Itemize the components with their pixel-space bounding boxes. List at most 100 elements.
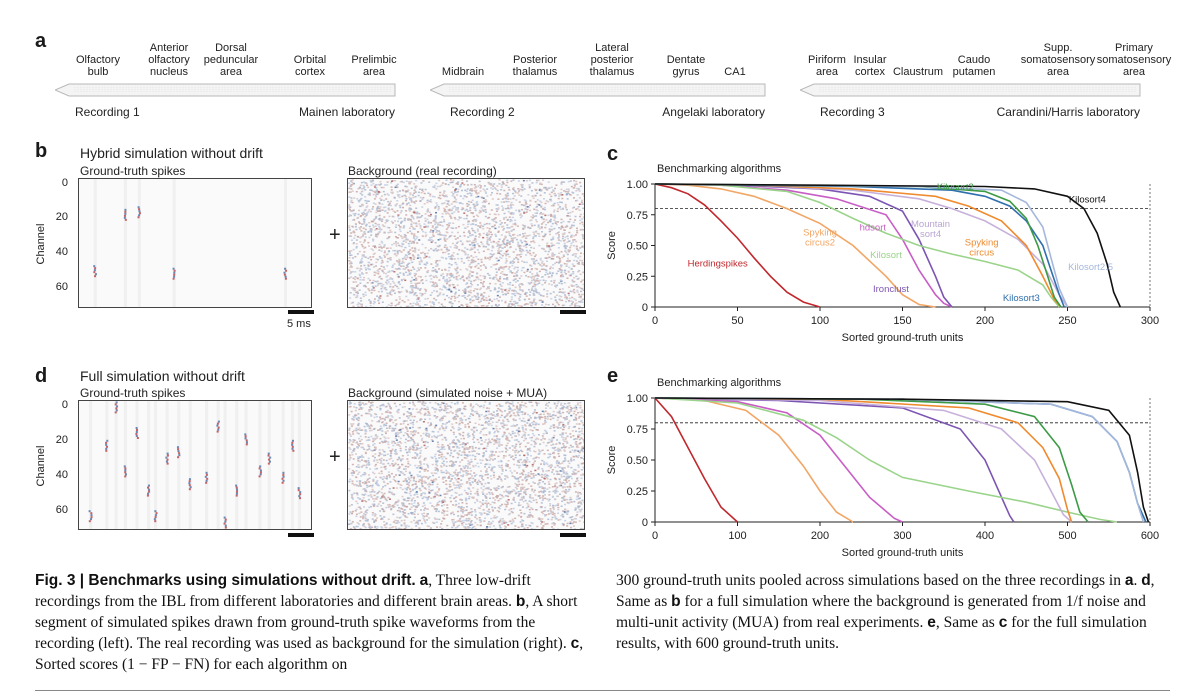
- timeline-arrow-2: [430, 83, 766, 97]
- chart-xtick-label: 200: [976, 315, 994, 327]
- series-line-spyking-circus: [654, 183, 1062, 308]
- laboratory-label-3: Carandini/Harris laboratory: [996, 105, 1140, 119]
- panel-b-ytick-0: 0: [62, 177, 68, 189]
- caption-bold-1: a: [419, 572, 429, 589]
- panel-b-groundtruth-spikes-image: [78, 178, 312, 308]
- recording-label-1: Recording 1: [75, 105, 140, 119]
- series-label-kilosort3: Kilosort3: [1003, 293, 1040, 304]
- bottom-rule: [35, 690, 1170, 691]
- chart-title: Benchmarking algorithms: [657, 163, 782, 175]
- series-line-ironclust: [654, 397, 1015, 523]
- panel-d-scalebar-right: [560, 533, 586, 537]
- series-label-spyking-circus2: Spyking circus2: [803, 228, 837, 249]
- timeline-arrow-1: [55, 83, 396, 97]
- chart-xtick-label: 400: [976, 530, 994, 542]
- chart-xtick-label: 100: [728, 530, 746, 542]
- chart-ytick-label: 0: [642, 302, 648, 314]
- series-label-herdingspikes: Herdingspikes: [688, 258, 748, 269]
- caption-bold-3: b: [671, 593, 681, 610]
- chart-xtick-label: 250: [1058, 315, 1076, 327]
- panel-a-label: a: [35, 30, 47, 52]
- chart-xtick-label: 50: [731, 315, 743, 327]
- caption-bold-3: c: [570, 635, 580, 652]
- chart-xtick-label: 300: [893, 530, 911, 542]
- brain-area-3-3: Claustrum: [892, 66, 944, 78]
- chart-ytick-label: 1.00: [627, 393, 648, 405]
- brain-area-2-3: Lateral posterior thalamus: [589, 42, 635, 78]
- caption-left: Fig. 3 | Benchmarks using simulations wi…: [35, 570, 595, 675]
- brain-area-2-4: Dentate gyrus: [666, 54, 706, 78]
- chart-xtick-label: 200: [811, 530, 829, 542]
- chart-xtick-label: 150: [893, 315, 911, 327]
- series-line-spyking-circus: [654, 397, 1073, 523]
- panel-d-groundtruth-spikes-image: [78, 400, 312, 530]
- brain-area-1-1: Olfactory bulb: [75, 54, 120, 78]
- series-label-hdsort: hdsort: [860, 223, 887, 234]
- panel-d-yaxis: Channel 0 20 40 60: [35, 399, 68, 516]
- brain-area-2-2: Posterior thalamus: [512, 54, 558, 78]
- series-label-spyking-circus: Spyking circus: [965, 238, 999, 259]
- panel-b-left-title: Ground-truth spikes: [80, 164, 186, 178]
- series-label-kilosort4: Kilosort4: [1069, 194, 1106, 205]
- caption-bold-1: a: [1124, 572, 1134, 589]
- chart-xtick-label: 0: [652, 530, 658, 542]
- brain-area-3-1: Piriform area: [808, 54, 846, 78]
- panel-d-ylabel: Channel: [35, 446, 47, 487]
- caption-bold-4: e: [927, 614, 936, 631]
- series-line-kilosort4: [654, 397, 1150, 523]
- series-line-spyking-circus2: [654, 183, 936, 308]
- panel-d-plus: +: [329, 446, 341, 468]
- recording-label-3: Recording 3: [820, 105, 885, 119]
- brain-area-1-5: Prelimbic area: [351, 54, 397, 78]
- series-line-mountain-sort4: [654, 397, 1073, 523]
- caption-text-2: , Same as: [616, 572, 1155, 610]
- series-line-kilosort2-5: [654, 183, 1069, 308]
- caption-bold-2: d: [1141, 572, 1151, 589]
- caption-text-2: , A short segment of simulated spikes dr…: [35, 593, 578, 652]
- series-line-hdsort: [654, 397, 903, 523]
- chart-ytick-label: 0.50: [627, 455, 648, 467]
- caption-text-3: for a full simulation where the backgrou…: [616, 593, 1146, 631]
- recording-label-2: Recording 2: [450, 105, 515, 119]
- panel-b-ytick-20: 20: [56, 211, 68, 223]
- chart-ytick-label: 0.25: [627, 271, 648, 283]
- series-label-ironclust: Ironclust: [873, 284, 909, 295]
- brain-area-1-4: Orbital cortex: [293, 54, 327, 78]
- panel-b-plus: +: [329, 224, 341, 246]
- panel-c-label: c: [607, 143, 619, 165]
- series-line-kilosort2-5: [654, 397, 1145, 523]
- caption-text-4: , Same as: [935, 614, 999, 631]
- brain-area-1-2: Anterior olfactory nucleus: [148, 42, 190, 78]
- series-line-kilosort4: [654, 183, 1122, 308]
- panel-d-ytick-20: 20: [56, 434, 68, 446]
- chart-xtick-label: 0: [652, 315, 658, 327]
- caption-text-0: 300 ground-truth units pooled across sim…: [616, 572, 1125, 589]
- chart-xtick-label: 500: [1058, 530, 1076, 542]
- brain-area-1-3: Dorsal peduncular area: [203, 42, 259, 78]
- brain-area-2-5: CA1: [724, 66, 746, 78]
- chart-ytick-label: 0.75: [627, 424, 648, 436]
- caption-right: 300 ground-truth units pooled across sim…: [616, 570, 1171, 654]
- series-label-kilosort2: Kilosort2: [937, 182, 974, 193]
- timeline-arrow-3: [800, 83, 1141, 97]
- panel-d-ytick-0: 0: [62, 399, 68, 411]
- chart-ytick-label: 1.00: [627, 179, 648, 191]
- panel-d-title: Full simulation without drift: [80, 368, 245, 384]
- series-line-herdingspikes: [654, 397, 739, 523]
- series-line-kilosort3: [654, 183, 1065, 308]
- panel-b-ylabel: Channel: [35, 224, 47, 265]
- brain-area-3-4: Caudo putamen: [952, 54, 996, 78]
- panel-b-scalebar-left: [288, 310, 314, 314]
- chart-ylabel: Score: [606, 446, 618, 475]
- series-line-kilosort: [654, 397, 1118, 523]
- series-label-mountain-sort4: Mountain sort4: [911, 219, 950, 240]
- panel-b-right-title: Background (real recording): [348, 164, 497, 178]
- laboratory-label-2: Angelaki laboratory: [662, 105, 765, 119]
- brain-area-3-2: Insular cortex: [853, 54, 887, 78]
- panel-d-ytick-40: 40: [56, 469, 68, 481]
- series-line-spyking-circus2: [654, 397, 854, 523]
- brain-area-2-1: Midbrain: [441, 66, 485, 78]
- panel-b-background-image: [347, 178, 585, 308]
- panel-b-label: b: [35, 140, 48, 162]
- series-line-herdingspikes: [654, 183, 821, 308]
